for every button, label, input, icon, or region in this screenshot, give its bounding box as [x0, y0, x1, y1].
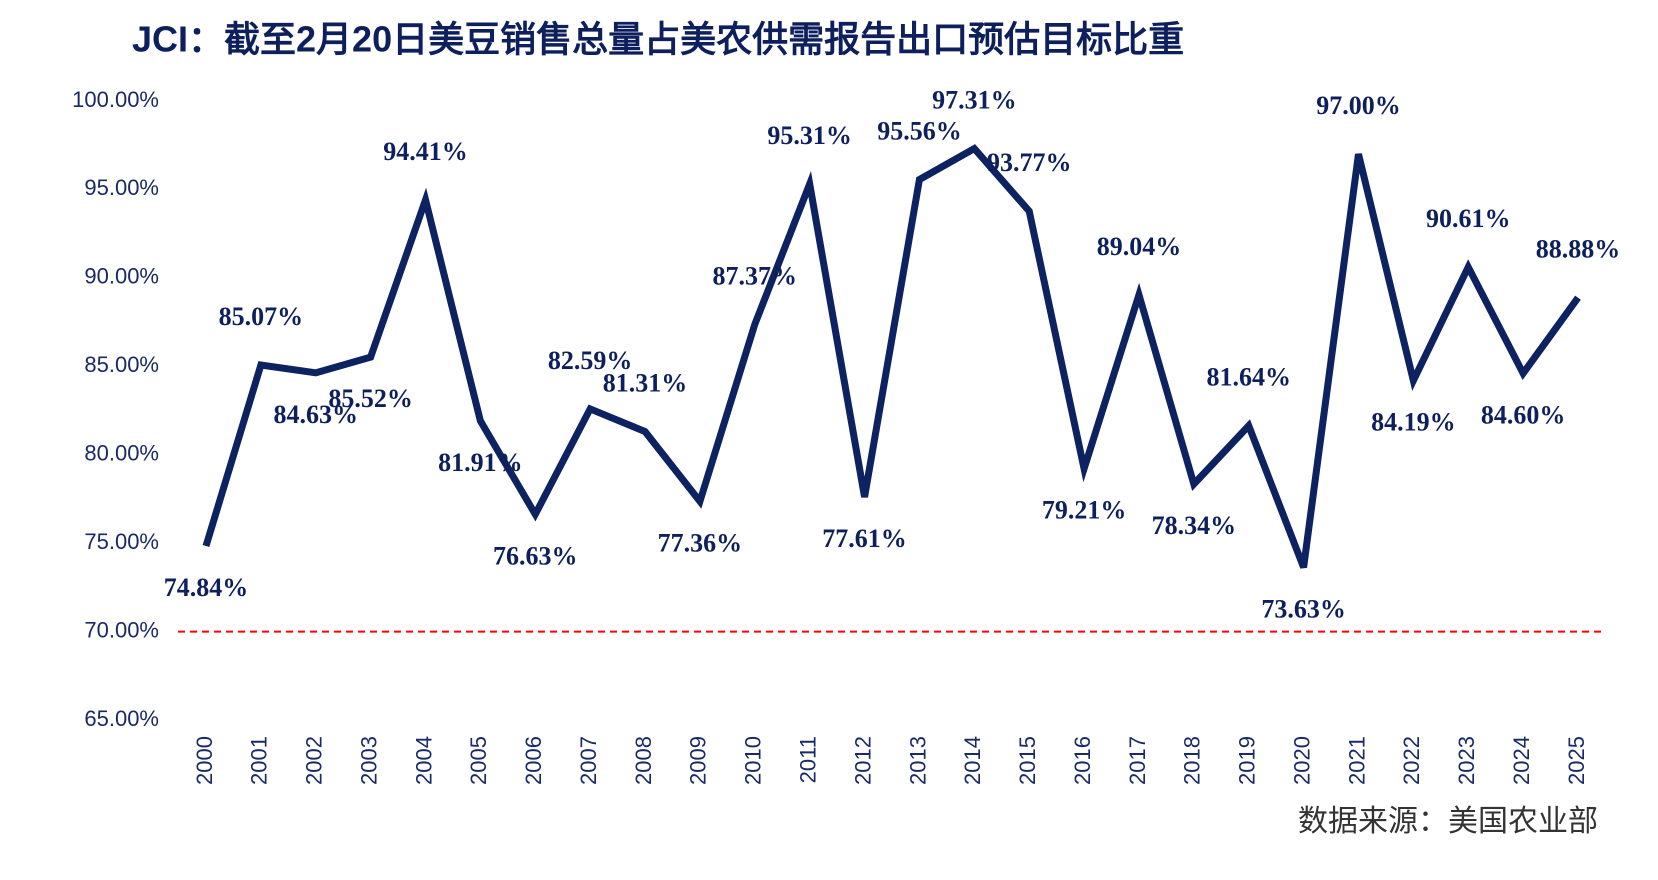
x-tick-label: 2016 — [1070, 736, 1095, 785]
x-tick-label: 2004 — [411, 736, 436, 785]
x-tick-label: 2019 — [1235, 736, 1260, 785]
data-label: 79.21% — [1042, 496, 1127, 525]
x-tick-label: 2018 — [1180, 736, 1205, 785]
x-tick-label: 2005 — [466, 736, 491, 785]
x-tick-label: 2024 — [1509, 736, 1534, 785]
y-tick-label: 90.00% — [84, 264, 159, 289]
x-tick-label: 2006 — [521, 736, 546, 785]
data-label: 94.41% — [383, 137, 468, 166]
source-note: 数据来源：美国农业部 — [1298, 805, 1598, 838]
data-label: 85.52% — [328, 384, 413, 413]
x-tick-label: 2020 — [1289, 736, 1314, 785]
data-label: 93.77% — [987, 148, 1072, 177]
data-label: 90.61% — [1426, 204, 1511, 233]
data-label: 77.36% — [658, 528, 743, 557]
x-tick-label: 2023 — [1454, 736, 1479, 785]
x-tick-label: 2022 — [1399, 736, 1424, 785]
x-tick-label: 2002 — [302, 736, 327, 785]
data-label: 74.84% — [164, 573, 249, 602]
y-tick-label: 65.00% — [84, 706, 159, 731]
y-tick-label: 75.00% — [84, 529, 159, 554]
chart-title: JCI：截至2月20日美豆销售总量占美农供需报告出口预估目标比重 — [132, 19, 1184, 60]
x-tick-label: 2012 — [850, 736, 875, 785]
data-label: 85.07% — [219, 302, 304, 331]
data-label: 88.88% — [1536, 235, 1621, 264]
data-label: 84.60% — [1481, 400, 1566, 429]
data-label: 77.61% — [822, 524, 907, 553]
data-label: 95.56% — [877, 116, 962, 145]
x-tick-label: 2000 — [192, 736, 217, 785]
x-tick-label: 2003 — [356, 736, 381, 785]
data-label: 87.37% — [713, 261, 798, 290]
x-tick-label: 2013 — [905, 736, 930, 785]
y-tick-label: 70.00% — [84, 617, 159, 642]
x-tick-label: 2010 — [741, 736, 766, 785]
x-tick-label: 2015 — [1015, 736, 1040, 785]
data-label: 81.91% — [438, 448, 523, 477]
data-label: 81.64% — [1206, 363, 1291, 392]
x-tick-label: 2008 — [631, 736, 656, 785]
data-label: 97.00% — [1316, 91, 1401, 120]
x-tick-label: 2001 — [247, 736, 272, 785]
x-tick-label: 2011 — [795, 736, 820, 783]
x-tick-label: 2021 — [1344, 736, 1369, 785]
y-tick-label: 95.00% — [84, 175, 159, 200]
x-tick-label: 2017 — [1125, 736, 1150, 785]
data-label: 84.63% — [274, 400, 359, 429]
x-tick-label: 2009 — [686, 736, 711, 785]
y-tick-label: 85.00% — [84, 352, 159, 377]
data-label: 84.19% — [1371, 408, 1456, 437]
x-tick-label: 2007 — [576, 736, 601, 785]
data-label: 89.04% — [1097, 232, 1182, 261]
x-tick-label: 2025 — [1564, 736, 1589, 785]
y-tick-label: 100.00% — [72, 87, 159, 112]
y-tick-label: 80.00% — [84, 441, 159, 466]
data-label: 97.31% — [932, 86, 1017, 115]
data-label: 73.63% — [1261, 594, 1346, 623]
data-line — [202, 144, 1581, 569]
data-label: 76.63% — [493, 541, 578, 570]
data-label: 95.31% — [767, 121, 852, 150]
x-tick-label: 2014 — [960, 736, 985, 785]
data-label: 78.34% — [1152, 511, 1237, 540]
data-label: 82.59% — [548, 346, 633, 375]
data-label: 81.31% — [603, 369, 688, 398]
